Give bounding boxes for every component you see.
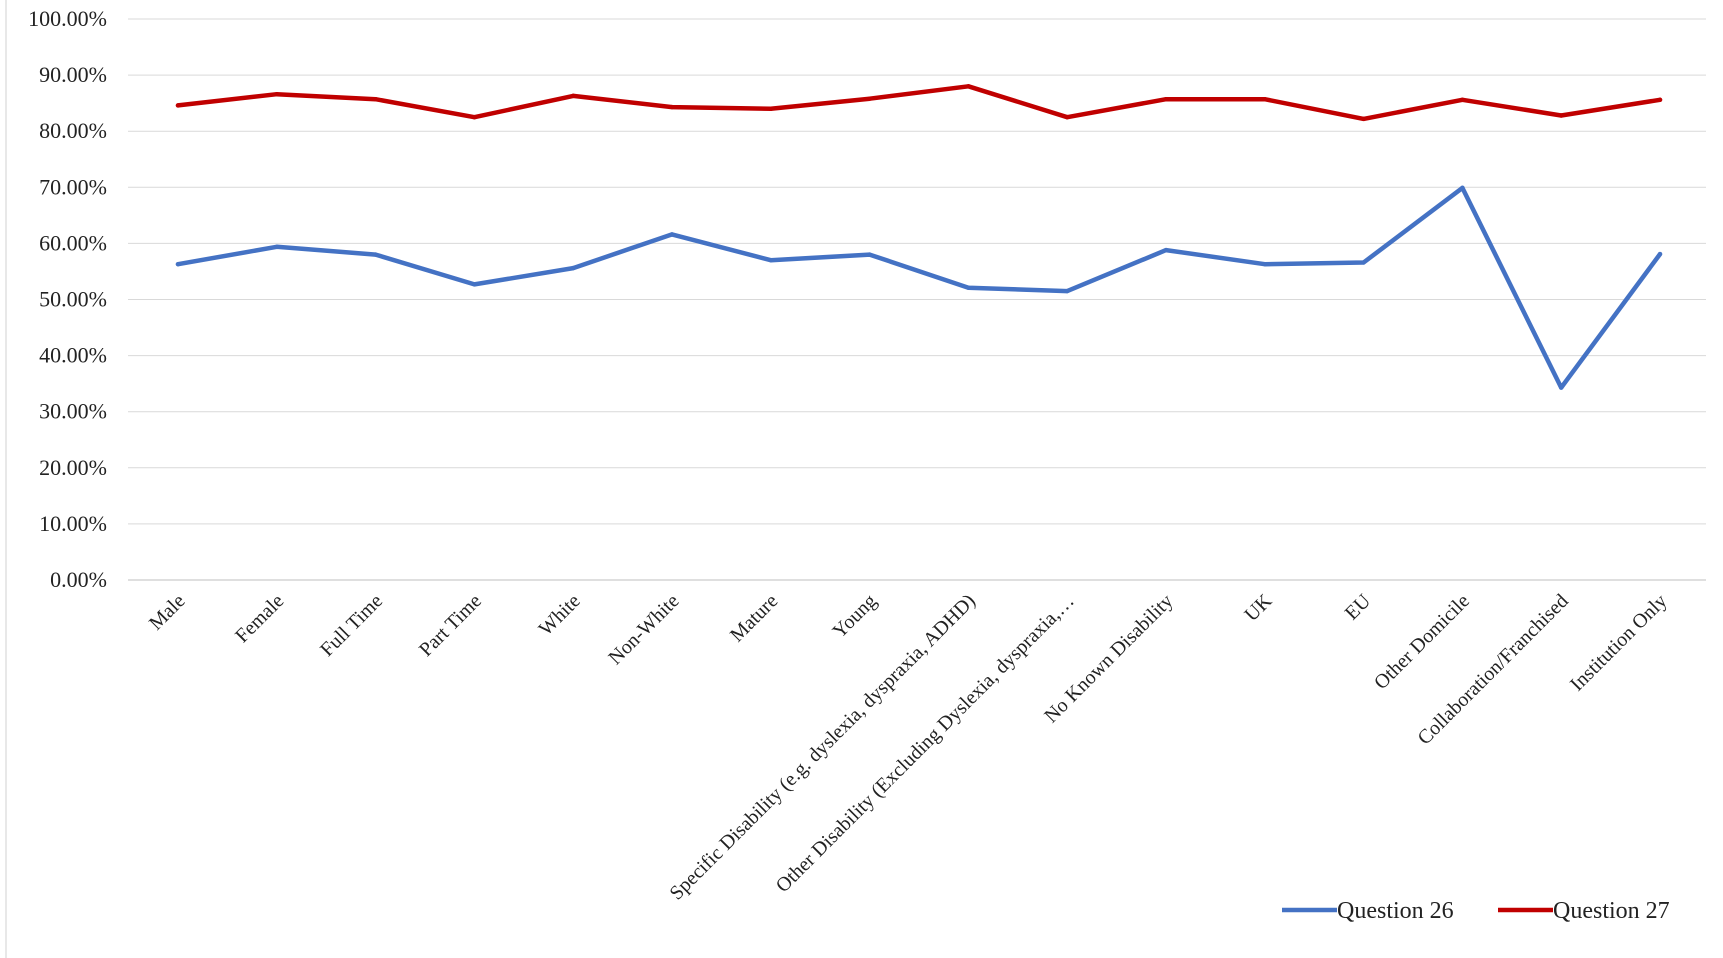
data-point xyxy=(373,252,378,257)
data-point xyxy=(768,106,773,111)
y-tick-label: 90.00% xyxy=(39,62,107,87)
y-axis: 0.00% 10.00% 20.00% 30.00% 40.00% 50.00% 60.00… xyxy=(28,6,107,592)
data-point xyxy=(669,232,675,237)
data-point xyxy=(274,244,279,249)
data-point xyxy=(966,285,971,290)
gridlines xyxy=(128,18,1706,581)
y-tick-label: 20.00% xyxy=(39,455,107,480)
y-tick-label: 50.00% xyxy=(39,287,107,312)
y-tick-label: 80.00% xyxy=(39,118,107,143)
y-tick-label: 70.00% xyxy=(39,174,107,199)
data-point xyxy=(1460,185,1465,191)
data-point xyxy=(1559,385,1564,390)
data-point xyxy=(175,103,181,108)
data-point xyxy=(1460,97,1465,102)
data-point xyxy=(669,104,675,110)
y-tick-label: 30.00% xyxy=(39,399,107,424)
y-tick-label: 40.00% xyxy=(39,343,107,368)
series-line-1 xyxy=(175,185,1663,390)
data-point xyxy=(1163,97,1169,102)
data-point xyxy=(1065,114,1070,120)
data-point xyxy=(1065,288,1070,294)
series-lines xyxy=(175,84,1663,390)
data-point xyxy=(867,252,872,257)
y-tick-label: 100.00% xyxy=(28,6,107,31)
data-point xyxy=(1559,113,1564,118)
data-point xyxy=(966,84,971,89)
data-point xyxy=(1361,116,1366,122)
y-tick-label: 10.00% xyxy=(39,511,107,536)
legend-label: Question 26 xyxy=(1337,898,1454,924)
data-point xyxy=(1361,260,1366,265)
data-point xyxy=(571,93,576,99)
data-point xyxy=(1163,247,1169,253)
series-line-2 xyxy=(175,84,1663,122)
data-point xyxy=(1657,251,1663,257)
data-point xyxy=(1657,97,1663,102)
legend-item: Question 27 xyxy=(1498,898,1670,924)
data-point xyxy=(1262,97,1268,102)
data-point xyxy=(472,282,477,287)
data-point xyxy=(373,97,378,102)
data-point xyxy=(274,91,279,97)
data-point xyxy=(472,114,477,120)
data-point xyxy=(1262,261,1268,267)
data-point xyxy=(175,261,181,267)
y-tick-label: 0.00% xyxy=(50,567,107,592)
legend-item: Question 26 xyxy=(1282,898,1454,924)
data-point xyxy=(867,96,872,101)
data-point xyxy=(571,265,576,271)
y-tick-label: 60.00% xyxy=(39,230,107,255)
legend: Question 26 Question 27 xyxy=(1282,898,1670,924)
data-point xyxy=(768,258,773,263)
legend-label: Question 27 xyxy=(1553,898,1670,924)
